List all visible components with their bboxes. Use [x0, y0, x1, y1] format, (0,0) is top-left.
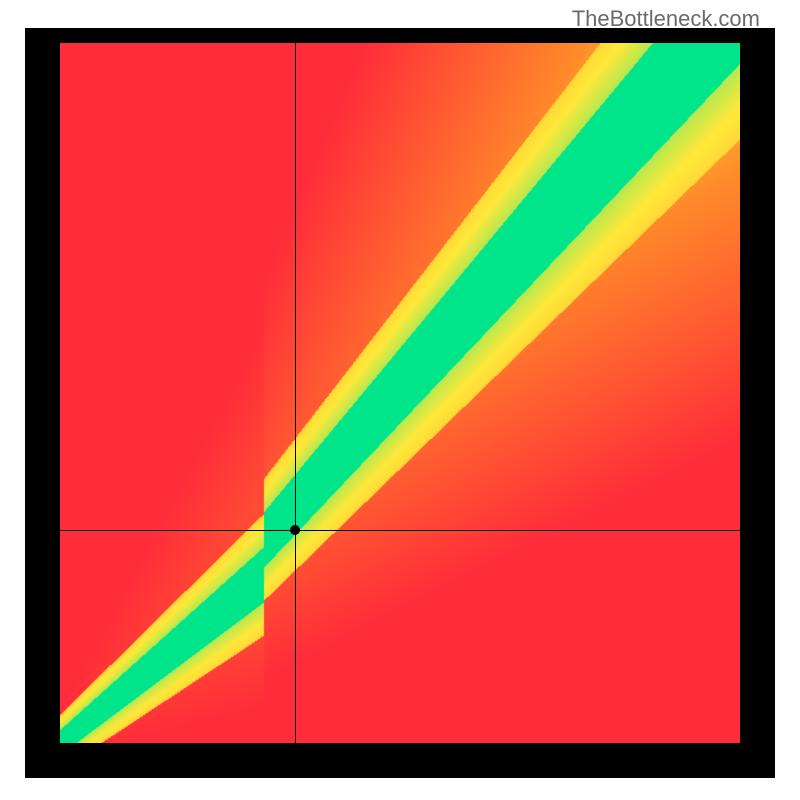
crosshair-vertical: [295, 43, 296, 743]
heatmap-canvas: [60, 43, 740, 743]
crosshair-horizontal: [60, 530, 740, 531]
plot-area: [60, 43, 740, 743]
plot-frame: [25, 28, 775, 778]
crosshair-marker: [290, 525, 300, 535]
watermark-text: TheBottleneck.com: [572, 6, 760, 32]
